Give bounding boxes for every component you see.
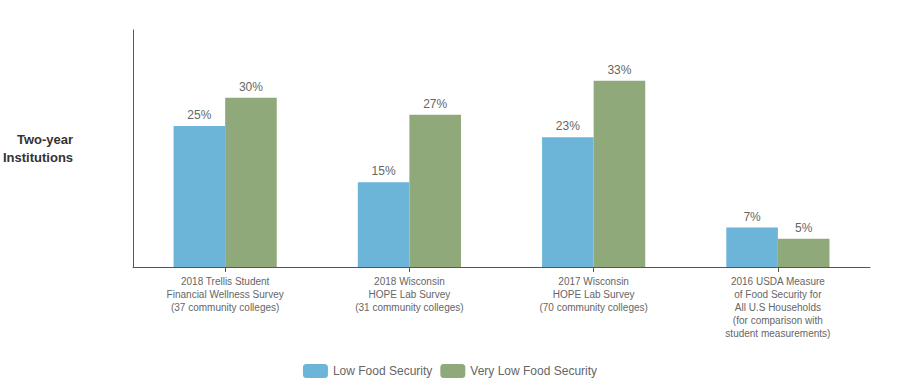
svg-text:student measurements): student measurements) xyxy=(725,328,830,339)
svg-text:HOPE Lab Survey: HOPE Lab Survey xyxy=(369,289,451,300)
svg-text:2018 Wisconsin: 2018 Wisconsin xyxy=(374,276,445,287)
svg-text:(31 community colleges): (31 community colleges) xyxy=(355,302,463,313)
svg-text:5%: 5% xyxy=(795,221,813,235)
svg-text:Very Low Food Security: Very Low Food Security xyxy=(470,364,597,378)
svg-text:27%: 27% xyxy=(423,97,447,111)
svg-text:(70 community colleges): (70 community colleges) xyxy=(539,302,647,313)
svg-text:33%: 33% xyxy=(607,63,631,77)
svg-text:15%: 15% xyxy=(372,164,396,178)
svg-text:Two-year: Two-year xyxy=(17,132,73,147)
svg-text:Financial Wellness Survey: Financial Wellness Survey xyxy=(167,289,284,300)
svg-text:7%: 7% xyxy=(743,210,761,224)
svg-text:of Food Security for: of Food Security for xyxy=(734,289,822,300)
svg-text:(for comparison with: (for comparison with xyxy=(733,315,823,326)
svg-text:Institutions: Institutions xyxy=(3,150,73,165)
svg-text:(37 community colleges): (37 community colleges) xyxy=(171,302,279,313)
svg-text:Low Food Security: Low Food Security xyxy=(333,364,432,378)
svg-text:2016 USDA Measure: 2016 USDA Measure xyxy=(731,276,825,287)
svg-text:2018 Trellis Student: 2018 Trellis Student xyxy=(181,276,270,287)
svg-text:25%: 25% xyxy=(187,108,211,122)
svg-text:All U.S Households: All U.S Households xyxy=(735,302,821,313)
svg-text:HOPE Lab Survey: HOPE Lab Survey xyxy=(553,289,635,300)
svg-text:2017 Wisconsin: 2017 Wisconsin xyxy=(558,276,629,287)
svg-text:30%: 30% xyxy=(239,80,263,94)
svg-text:23%: 23% xyxy=(556,119,580,133)
